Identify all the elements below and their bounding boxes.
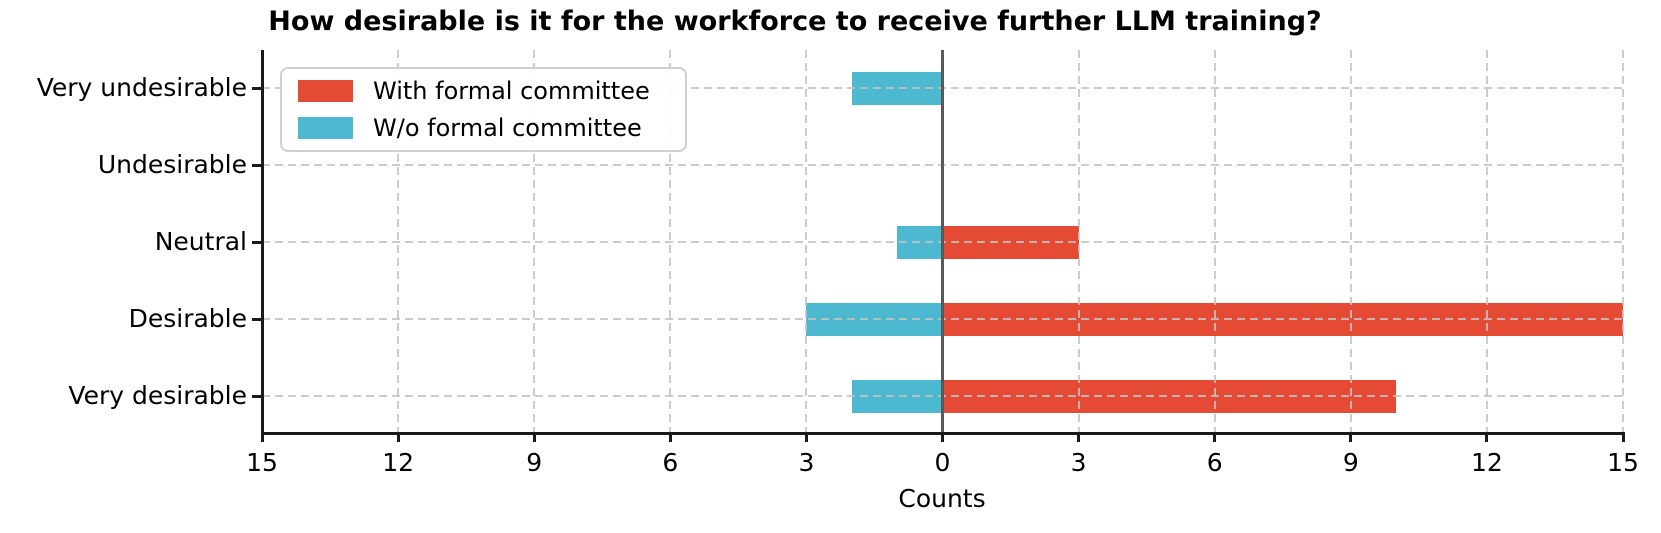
legend-swatch-without-committee [298, 117, 353, 139]
x-tick-label: 9 [526, 448, 543, 477]
legend-label-with-committee: With formal committee [373, 77, 650, 105]
y-tick-mark [252, 394, 262, 398]
x-tick-label: 6 [1206, 448, 1223, 477]
x-axis-label: Counts [898, 484, 986, 513]
x-tick-label: 3 [1070, 448, 1087, 477]
x-tick-mark [1349, 431, 1353, 442]
x-tick-mark [1485, 431, 1489, 442]
x-tick-label: 9 [1342, 448, 1359, 477]
chart-title: How desirable is it for the workforce to… [268, 6, 1322, 37]
gridline-vertical [1213, 50, 1216, 432]
legend-label-without-committee: W/o formal committee [373, 114, 642, 142]
x-tick-mark [532, 431, 536, 442]
category-label-desirable: Desirable [128, 304, 247, 333]
category-label-neutral: Neutral [154, 227, 247, 256]
y-tick-mark [252, 240, 262, 244]
y-tick-mark [252, 86, 262, 90]
legend-item-with-committee: With formal committee [298, 77, 669, 105]
category-label-very-desirable: Very desirable [68, 381, 247, 410]
x-tick-mark [396, 431, 400, 442]
x-tick-mark [260, 431, 264, 442]
gridline-vertical [1077, 50, 1080, 432]
bottom-axis-spine [260, 431, 1625, 435]
zero-axis-line [941, 50, 944, 432]
x-tick-mark [1213, 431, 1217, 442]
category-label-undesirable: Undesirable [97, 150, 247, 179]
y-tick-mark [252, 317, 262, 321]
gridline-vertical [1349, 50, 1352, 432]
gridline-vertical [533, 50, 536, 432]
legend-item-without-committee: W/o formal committee [298, 114, 669, 142]
x-tick-label: 6 [662, 448, 679, 477]
gridline-vertical [1622, 50, 1624, 432]
x-tick-label: 3 [798, 448, 815, 477]
gridline-vertical [397, 50, 400, 432]
x-tick-label: 15 [1607, 448, 1639, 477]
left-axis-spine [260, 50, 264, 435]
category-label-very-undesirable: Very undesirable [36, 73, 247, 102]
x-tick-mark [1621, 431, 1625, 442]
x-tick-mark [804, 431, 808, 442]
gridline-vertical [669, 50, 672, 432]
gridline-vertical [805, 50, 808, 432]
x-tick-label: 0 [934, 448, 951, 477]
legend-swatch-with-committee [298, 80, 353, 102]
x-tick-mark [668, 431, 672, 442]
gridline-vertical [1485, 50, 1488, 432]
x-tick-mark [1077, 431, 1081, 442]
x-tick-label: 12 [382, 448, 414, 477]
x-tick-label: 15 [246, 448, 278, 477]
y-tick-mark [252, 163, 262, 167]
legend: With formal committee W/o formal committ… [280, 67, 687, 152]
x-tick-mark [941, 431, 944, 442]
x-tick-label: 12 [1470, 448, 1503, 477]
